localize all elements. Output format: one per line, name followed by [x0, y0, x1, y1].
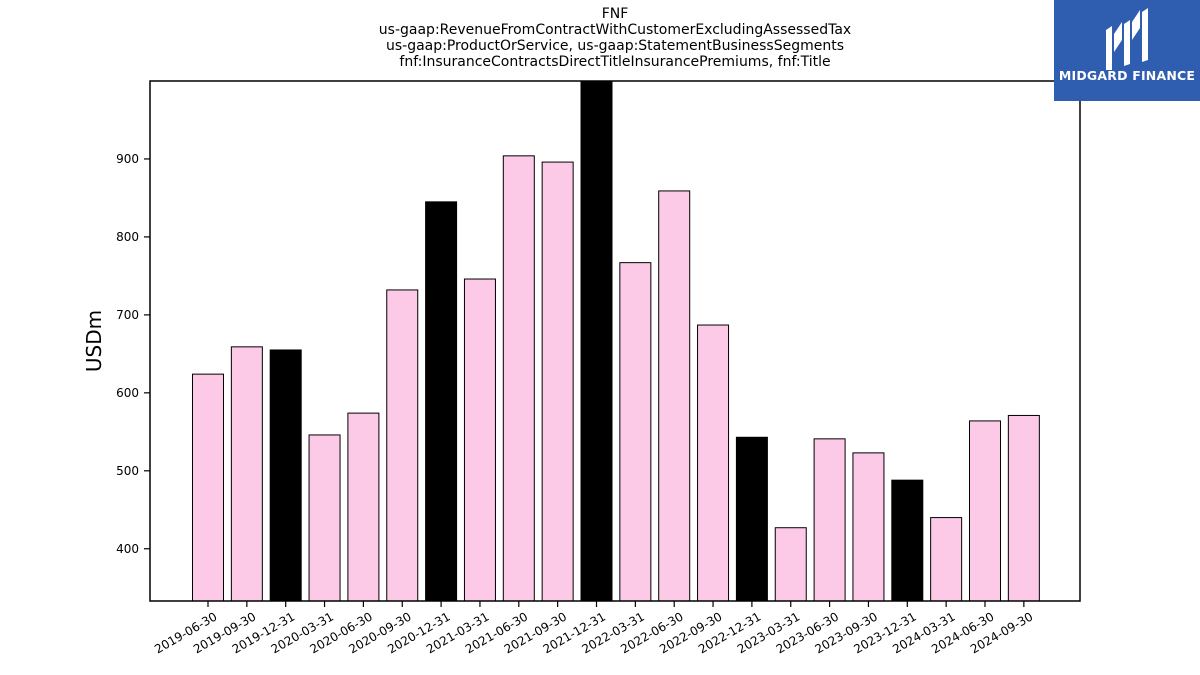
bar-2020-03-31: [308, 434, 341, 601]
bar-2022-03-31: [619, 262, 652, 601]
chart-title-line-2: us-gaap:RevenueFromContractWithCustomerE…: [378, 22, 852, 38]
bar-2021-06-30: [502, 155, 535, 601]
bar-2019-09-30: [230, 346, 263, 601]
y-tick-label-800: 800: [116, 230, 139, 244]
y-tick-label-500: 500: [116, 464, 139, 478]
y-axis-label: USDm: [82, 310, 106, 372]
bar-2021-03-31: [463, 278, 496, 601]
bar-2024-03-31: [930, 517, 963, 601]
bar-2022-06-30: [658, 190, 691, 601]
bar-2020-12-31: [425, 201, 458, 601]
bar-2023-03-31: [774, 527, 807, 601]
y-tick-label-600: 600: [116, 386, 139, 400]
bar-2022-12-31: [735, 436, 768, 601]
bars-group: [192, 81, 1040, 601]
bar-2020-09-30: [386, 289, 419, 601]
chart-title-line-3: us-gaap:ProductOrService, us-gaap:Statem…: [385, 38, 844, 54]
y-tick-label-900: 900: [116, 152, 139, 166]
y-tick-label-400: 400: [116, 542, 139, 556]
midgard-finance-logo: MIDGARD FINANCE: [1054, 0, 1200, 101]
bar-2020-06-30: [347, 412, 380, 601]
bar-2024-09-30: [1007, 414, 1040, 601]
logo-name: MIDGARD FINANCE: [1058, 68, 1196, 83]
midgard-mark-icon: [1106, 8, 1148, 70]
plot-frame: [149, 80, 1081, 602]
chart-title: FNF us-gaap:RevenueFromContractWithCusto…: [150, 6, 1080, 70]
bar-2023-06-30: [813, 438, 846, 601]
bar-2022-09-30: [697, 324, 730, 601]
chart-title-line-1: FNF: [601, 6, 629, 22]
bar-2024-06-30: [969, 420, 1001, 601]
bar-2021-09-30: [541, 161, 574, 601]
y-tick-label-700: 700: [116, 308, 139, 322]
bar-2019-12-31: [269, 349, 302, 601]
bar-2019-06-30: [192, 373, 224, 601]
bar-2023-12-31: [891, 479, 924, 601]
bar-2021-12-31: [580, 81, 613, 601]
chart-title-line-4: fnf:InsuranceContractsDirectTitleInsuran…: [399, 54, 831, 70]
bar-2023-09-30: [852, 452, 885, 601]
